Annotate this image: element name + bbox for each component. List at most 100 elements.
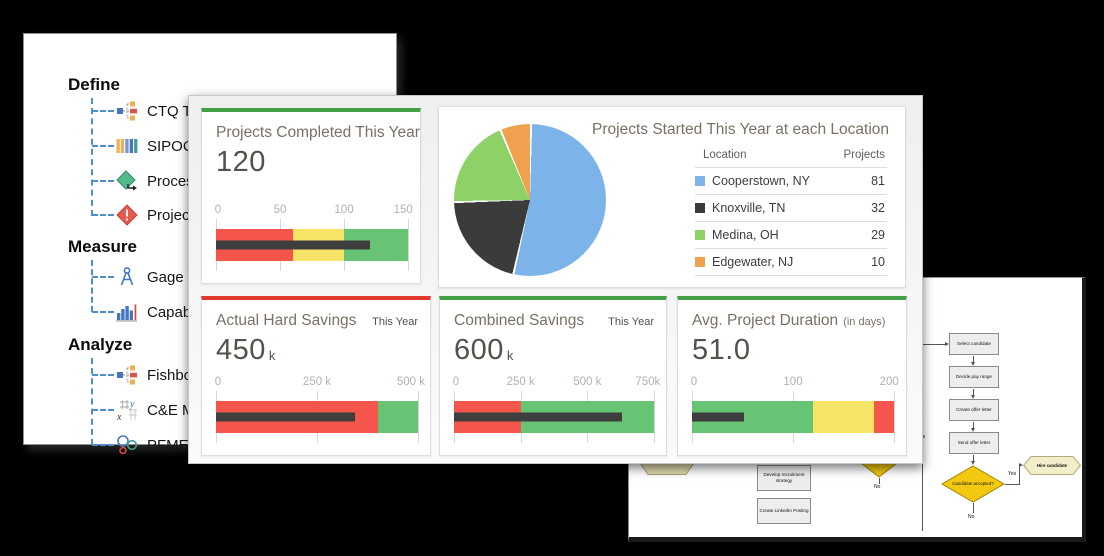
section-define: Define <box>68 75 120 94</box>
arrowhead-icon <box>945 342 949 346</box>
flow-connector <box>973 455 974 461</box>
axis-tick-labels: 0 250 k 500 k 750k <box>452 376 661 391</box>
tree-connector <box>91 260 93 312</box>
axis-tick: 150 <box>393 204 413 216</box>
pfmea-icon <box>117 435 138 455</box>
svg-text:y: y <box>129 399 135 410</box>
axis-tick: 0 <box>452 376 460 388</box>
tree-connector <box>92 409 114 411</box>
flow-step-create-offer-letter[interactable]: Create offer letter <box>949 399 999 421</box>
tree-connector <box>92 374 114 376</box>
dashboard-panel: Projects Completed This Year 120 0 50 100 1… <box>188 95 923 464</box>
card-title: Avg. Project Duration (in days) <box>692 312 886 329</box>
flow-terminal-hire-candidate[interactable]: Hire candidate <box>1022 456 1082 475</box>
flow-step-decide-pay-range[interactable]: Decide pay range <box>949 366 999 388</box>
kpi-value: 600 k <box>454 334 514 366</box>
bullet-track <box>454 391 655 443</box>
card-title: Actual Hard Savings <box>216 312 357 329</box>
pie-legend: Location Projects Cooperstown, NY 81 Kno… <box>695 149 887 276</box>
legend-label: Edgewater, NJ <box>712 255 794 269</box>
legend-label: Cooperstown, NY <box>712 174 810 188</box>
bullet-track <box>216 391 419 443</box>
sipoc-icon <box>116 139 138 153</box>
legend-swatch <box>695 230 705 240</box>
gridline <box>894 391 895 443</box>
measure-bar <box>692 412 744 422</box>
card-title: Projects Completed This Year <box>216 124 420 141</box>
range-segment <box>377 401 418 433</box>
range-segment <box>873 401 894 433</box>
ctq-tree-icon <box>117 101 137 121</box>
flow-connector <box>973 389 974 395</box>
no-label: No <box>967 514 976 520</box>
svg-text:x: x <box>116 412 122 421</box>
kpi-card-projects-completed: Projects Completed This Year 120 0 50 100 1… <box>201 108 421 284</box>
arrowhead-icon <box>971 461 975 465</box>
gridline <box>418 391 419 443</box>
fishbone-icon <box>117 365 137 385</box>
axis-tick: 100 <box>334 204 354 216</box>
gridline <box>408 219 409 271</box>
legend-swatch <box>695 203 705 213</box>
legend-row[interactable]: Cooperstown, NY 81 <box>695 167 887 194</box>
bullet-chart: 0 100 200 <box>691 376 899 443</box>
legend-label: Knoxville, TN <box>712 201 786 215</box>
tree-connector <box>92 214 114 216</box>
flow-loop-line <box>922 344 945 345</box>
kpi-value: 51.0 <box>692 334 751 366</box>
yes-label: Yes <box>1007 471 1018 477</box>
axis-tick: 500 k <box>396 376 426 388</box>
gage-rr-icon <box>120 267 134 286</box>
bullet-chart: 0 250 k 500 k <box>215 376 425 443</box>
flow-step-send-offer-letter[interactable]: Send offer letter <box>949 432 999 454</box>
process-map-icon <box>116 170 137 191</box>
flow-connector <box>879 478 880 484</box>
flow-decision-candidate-accepted[interactable]: Candidate accepted? <box>941 465 1005 503</box>
sidebar-item-sipoc[interactable]: SIPOC <box>116 133 194 159</box>
decision-label: Candidate accepted? <box>952 481 994 487</box>
measure-bar <box>454 412 622 422</box>
ce-matrix-icon: y x <box>116 399 137 421</box>
project-risk-icon <box>116 204 138 226</box>
card-subtitle: (in days) <box>843 316 886 328</box>
legend-row[interactable]: Medina, OH 29 <box>695 221 887 248</box>
axis-tick: 200 <box>879 376 899 388</box>
axis-tick-labels: 0 250 k 500 k <box>215 376 425 391</box>
kpi-card-combined-savings: Combined Savings This Year 600 k 0 250 k 50… <box>439 296 667 456</box>
tree-connector <box>92 180 114 182</box>
pie-chart <box>454 124 606 276</box>
tree-connector <box>92 110 114 112</box>
legend-header: Location Projects <box>695 149 887 167</box>
section-measure: Measure <box>68 237 137 256</box>
axis-tick: 0 <box>214 204 222 216</box>
tree-connector <box>92 311 114 313</box>
pie-card-projects-by-location: Projects Started This Year at each Locat… <box>438 106 906 288</box>
measure-bar <box>216 412 356 422</box>
capability-icon <box>116 304 137 322</box>
axis-tick: 250 k <box>506 376 535 388</box>
terminal-label: Hire candidate <box>1036 462 1068 468</box>
measure-bar <box>216 240 370 250</box>
gridline <box>654 391 655 443</box>
section-analyze: Analyze <box>68 335 133 354</box>
legend-value: 32 <box>871 201 885 215</box>
arrowhead-icon <box>971 362 975 366</box>
kpi-card-avg-project-duration: Avg. Project Duration (in days) 51.0 0 100… <box>677 296 907 456</box>
card-subtitle: This Year <box>372 316 418 328</box>
tree-connector <box>91 358 93 445</box>
card-title: Combined Savings <box>454 312 585 329</box>
flow-step-select-candidate[interactable]: Select candidate <box>949 333 999 355</box>
sidebar-item-label: SIPOC <box>147 137 194 155</box>
card-subtitle: This Year <box>608 316 654 328</box>
axis-tick: 50 <box>273 204 287 216</box>
axis-tick: 750k <box>635 376 661 388</box>
flow-step-create-linkedin-posting[interactable]: Create LinkedIn Posting <box>757 498 811 524</box>
legend-row[interactable]: Knoxville, TN 32 <box>695 194 887 221</box>
kpi-card-actual-hard-savings: Actual Hard Savings This Year 450 k 0 250 … <box>201 296 431 456</box>
legend-value: 81 <box>871 174 885 188</box>
flow-connector <box>1019 465 1020 485</box>
flow-step-develop-recruitment-strategy[interactable]: Develop recruitment strategy <box>757 465 811 491</box>
arrowhead-icon <box>971 428 975 432</box>
legend-row[interactable]: Edgewater, NJ 10 <box>695 248 887 276</box>
bullet-chart: 0 50 100 150 <box>214 204 413 271</box>
